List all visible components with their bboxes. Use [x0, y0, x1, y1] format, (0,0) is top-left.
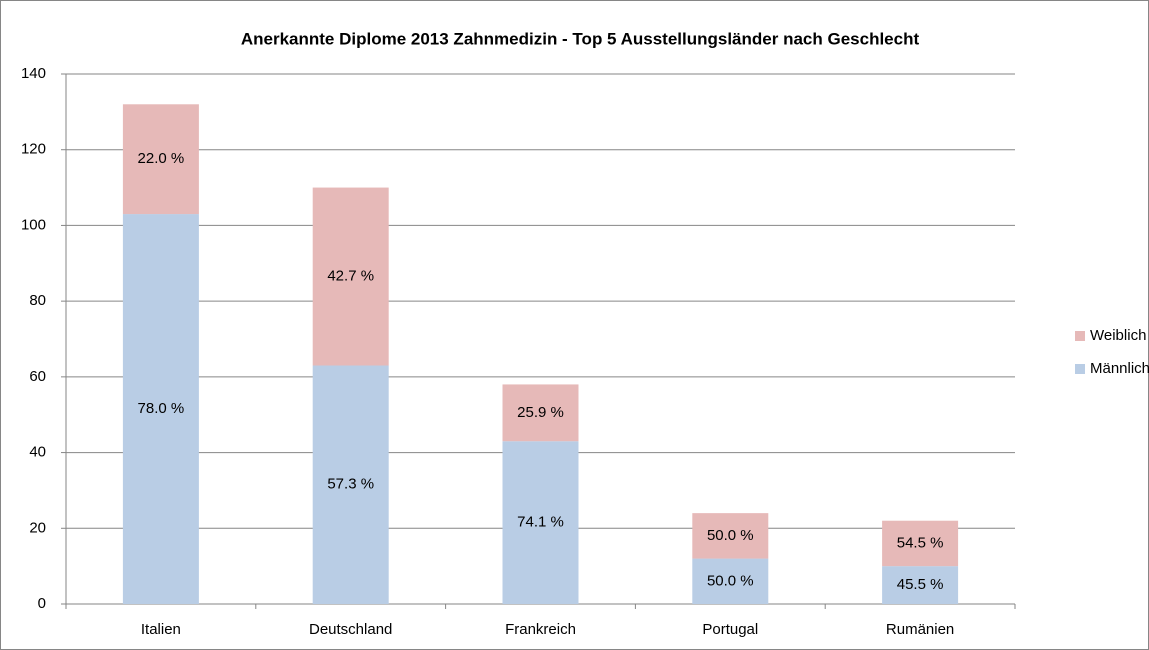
bar-segment: [312, 187, 389, 366]
y-tick-label: 100: [21, 216, 46, 233]
data-label: 50.0 %: [707, 527, 754, 544]
data-label: 22.0 %: [138, 150, 185, 167]
x-tick-label: Rumänien: [886, 621, 954, 638]
y-tick-label: 120: [21, 141, 46, 158]
bar-segment: [122, 104, 199, 215]
data-label: 74.1 %: [517, 514, 564, 531]
data-label: 25.9 %: [517, 404, 564, 421]
bar-segment: [502, 384, 579, 442]
x-tick-label: Frankreich: [505, 621, 576, 638]
data-label: 42.7 %: [327, 268, 374, 285]
x-tick-label: Portugal: [702, 621, 758, 638]
legend-swatch: [1075, 331, 1085, 341]
x-tick-label: Italien: [141, 621, 181, 638]
legend-label: Weiblich: [1090, 327, 1146, 344]
bar-segment: [502, 441, 579, 604]
data-label: 78.0 %: [138, 400, 185, 417]
bar-segment: [692, 513, 769, 559]
bar-segment: [122, 214, 199, 605]
y-tick-label: 40: [29, 444, 46, 461]
bar-segment: [312, 365, 389, 604]
bar-segment: [882, 520, 959, 567]
data-label: 57.3 %: [327, 476, 374, 493]
y-tick-label: 60: [29, 368, 46, 385]
data-label: 50.0 %: [707, 572, 754, 589]
y-tick-label: 80: [29, 292, 46, 309]
y-tick-label: 20: [29, 519, 46, 536]
y-tick-label: 0: [38, 595, 46, 612]
chart-title: Anerkannte Diplome 2013 Zahnmedizin - To…: [241, 29, 920, 48]
y-tick-label: 140: [21, 65, 46, 82]
bar-segment: [882, 566, 959, 604]
data-label: 54.5 %: [897, 534, 944, 551]
legend-label: Männlich: [1090, 360, 1149, 377]
data-label: 45.5 %: [897, 576, 944, 593]
bar-segment: [692, 558, 769, 604]
legend-swatch: [1075, 364, 1085, 374]
x-tick-label: Deutschland: [309, 621, 392, 638]
